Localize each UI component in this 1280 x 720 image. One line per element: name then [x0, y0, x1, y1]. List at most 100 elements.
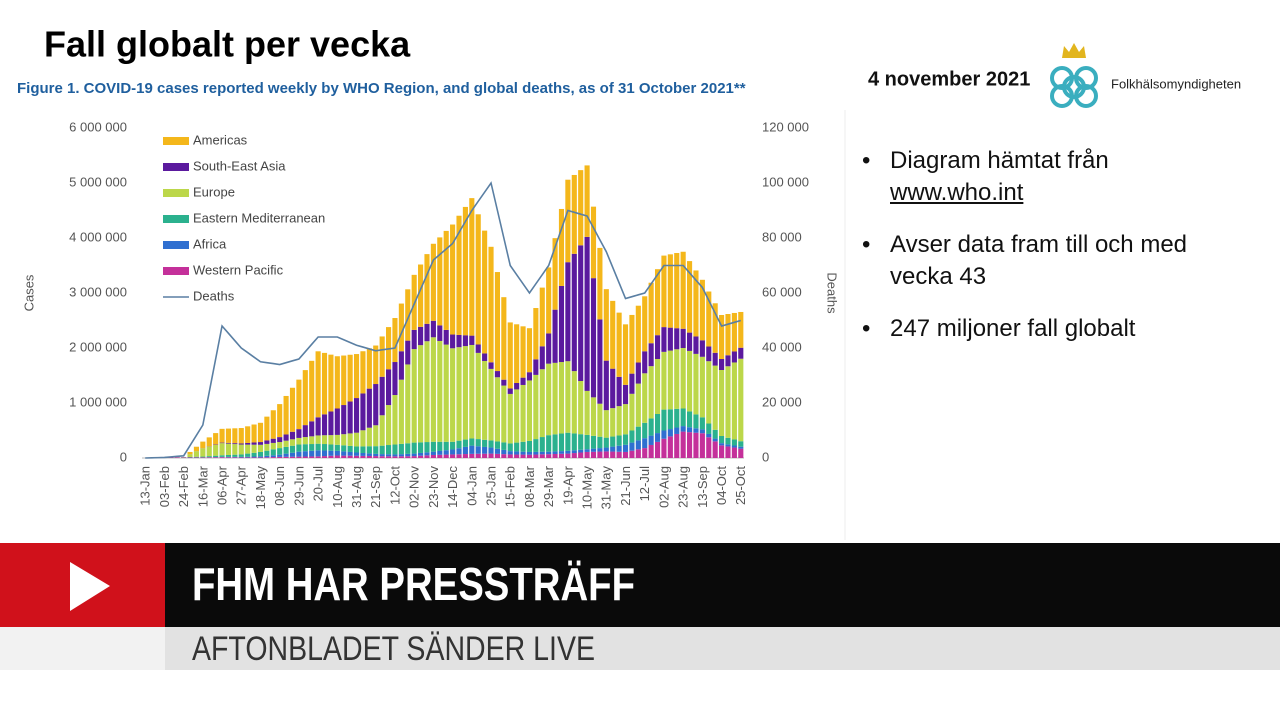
bar-segment [552, 238, 558, 310]
bar-segment [687, 427, 693, 433]
bar-segment [187, 457, 193, 458]
legend-label: Deaths [193, 288, 235, 303]
bar-segment [546, 454, 552, 458]
bar-segment [430, 454, 436, 458]
bar-segment [680, 431, 686, 458]
bar-segment [264, 457, 270, 458]
bar-segment [610, 368, 616, 409]
bar-segment [418, 455, 424, 458]
bar-segment [629, 373, 635, 394]
bar-segment [725, 444, 731, 447]
bar-segment [552, 309, 558, 363]
bar-segment [289, 452, 296, 457]
bar-segment [699, 429, 705, 434]
bar-segment [642, 296, 648, 352]
bar-segment [488, 453, 494, 458]
bar-segment [334, 444, 340, 451]
bar-segment [347, 445, 353, 452]
bar-segment [731, 312, 737, 352]
bar-segment [206, 457, 212, 458]
bar-segment [738, 441, 744, 447]
bar-segment [353, 432, 360, 447]
bar-segment [450, 441, 456, 450]
bar-segment [642, 373, 648, 423]
x-tick-label: 12-Oct [387, 466, 402, 505]
bar-segment [334, 434, 340, 445]
bar-segment [302, 425, 308, 438]
bar-segment [257, 444, 264, 452]
bar-segment [494, 272, 500, 372]
bar-segment [687, 432, 693, 458]
x-tick-label: 13-Jan [138, 466, 153, 506]
bar-segment [283, 456, 289, 458]
legend-label: Western Pacific [193, 262, 284, 277]
bar-segment [315, 450, 321, 457]
bar-segment [347, 451, 353, 456]
bar-segment [488, 368, 494, 441]
x-tick-label: 23-Aug [676, 466, 691, 508]
bar-segment [245, 456, 251, 458]
bar-segment [590, 448, 597, 452]
bar-segment [558, 285, 565, 363]
bar-segment [347, 433, 353, 446]
bar-segment [616, 435, 622, 446]
bar-segment [443, 230, 449, 330]
bar-segment [411, 453, 417, 457]
bar-segment [296, 437, 302, 445]
bar-segment [693, 270, 699, 337]
bar-segment [622, 451, 629, 458]
bar-segment [405, 453, 411, 457]
y2-axis-title: Deaths [825, 272, 840, 314]
bar-segment [552, 434, 558, 452]
bar-segment [674, 427, 680, 434]
bar-segment [706, 346, 712, 362]
bar-segment [283, 446, 289, 454]
bar-segment [373, 446, 379, 454]
bar-segment [360, 430, 366, 447]
bar-segment [418, 442, 424, 453]
bar-segment [488, 440, 494, 448]
bar-segment [321, 450, 328, 457]
bar-segment [430, 451, 436, 455]
bar-segment [238, 454, 244, 457]
bar-segment [443, 454, 449, 458]
bar-segment [187, 451, 193, 455]
broadcast-banner [0, 543, 1280, 670]
bar-segment [213, 444, 219, 456]
bar-segment [437, 237, 443, 326]
bar-segment [526, 451, 533, 455]
bar-segment [699, 279, 705, 341]
bar-segment [706, 437, 712, 458]
bar-segment [257, 451, 264, 457]
bar-segment [341, 405, 347, 435]
bar-segment [706, 361, 712, 424]
bar-segment [353, 455, 360, 458]
bar-segment [373, 384, 379, 426]
bar-segment [437, 450, 443, 455]
bar-segment [437, 454, 443, 458]
bullet-text: Avser data fram till och med vecka 43 [890, 231, 1188, 290]
bar-segment [706, 423, 712, 434]
bar-segment [546, 363, 552, 436]
bar-segment [725, 446, 731, 458]
bar-segment [482, 453, 488, 458]
bar-segment [667, 436, 673, 458]
bar-segment [219, 428, 225, 443]
bar-segment [635, 440, 641, 450]
bar-segment [667, 327, 673, 351]
bar-segment [642, 351, 648, 374]
legend-swatch [163, 267, 189, 275]
bar-segment [347, 354, 353, 402]
bar-segment [738, 446, 744, 449]
bar-segment [193, 451, 199, 457]
x-tick-label: 02-Aug [656, 466, 671, 508]
bar-segment [225, 428, 232, 443]
bar-segment [398, 454, 404, 457]
bar-segment [302, 444, 308, 452]
bar-segment [648, 366, 654, 419]
bar-segment [398, 303, 404, 352]
bar-segment [366, 427, 372, 447]
bar-segment [616, 406, 622, 436]
bar-segment [610, 451, 616, 458]
bar-segment [514, 442, 520, 452]
